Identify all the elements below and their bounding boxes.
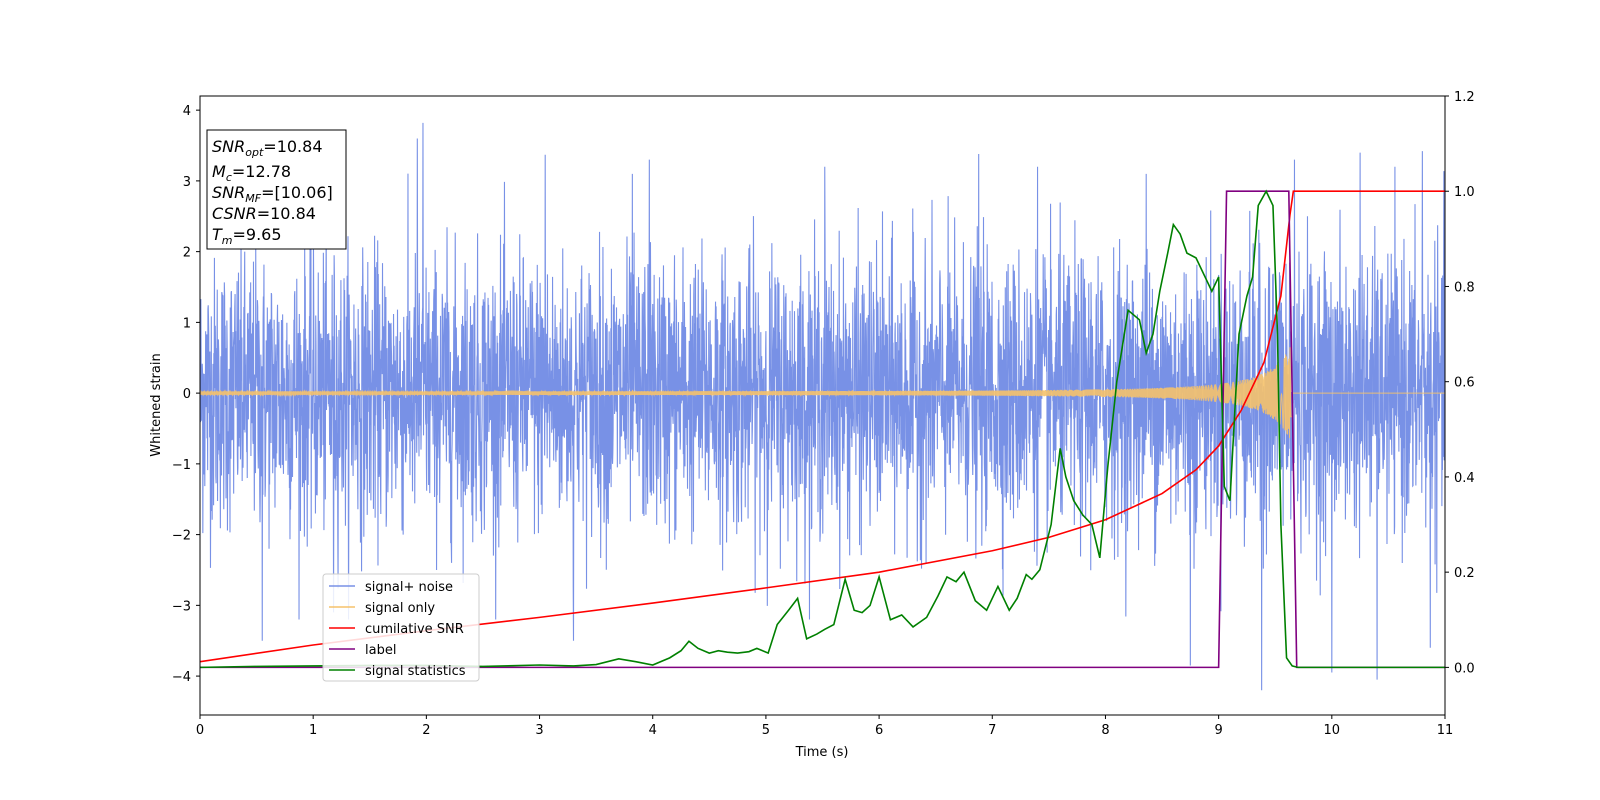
stats-line: Mc=12.78 [212, 162, 291, 184]
stats-line: SNRopt=10.84 [212, 137, 323, 159]
x-tick-label: 8 [1101, 723, 1109, 738]
x-axis-title: Time (s) [795, 745, 849, 760]
y-axis-title: Whitened strain [149, 353, 164, 456]
y2-tick-label: 0.0 [1454, 661, 1475, 676]
y-tick-label: 0 [183, 387, 191, 402]
y-tick-label: 2 [183, 246, 191, 261]
y-tick-label: −3 [172, 599, 191, 614]
y-tick-label: 3 [183, 175, 191, 190]
legend-label: cumilative SNR [365, 622, 464, 637]
legend-frame [322, 573, 480, 682]
x-tick-label: 3 [535, 723, 543, 738]
legend: signal+ noise signal only cumilative SNR la… [322, 573, 480, 682]
legend-label: signal+ noise [365, 580, 453, 595]
legend-label: label [365, 643, 396, 658]
stats-line: SNRMF=[10.06] [212, 183, 333, 205]
y-axis-right: 1.2 1.0 0.8 0.6 0.4 0.2 0.0 [1445, 90, 1475, 676]
x-tick-label: 4 [649, 723, 657, 738]
stats-line: CSNR=10.84 [212, 204, 316, 223]
stats-box-frame [206, 129, 347, 250]
x-tick-label: 5 [762, 723, 770, 738]
y2-tick-label: 0.6 [1454, 376, 1475, 391]
y-axis-left: 4 3 2 1 0 −1 −2 −3 −4 [172, 104, 200, 685]
x-tick-label: 0 [196, 723, 204, 738]
y-tick-label: 4 [183, 104, 191, 119]
y-tick-label: −4 [172, 670, 191, 685]
x-tick-label: 6 [875, 723, 883, 738]
x-tick-label: 2 [422, 723, 430, 738]
series-cumulative-snr-line [200, 190, 1445, 663]
x-tick-label: 1 [309, 723, 317, 738]
x-tick-label: 9 [1214, 723, 1222, 738]
stats-box: SNRopt=10.84 Mc=12.78SNRMF=[10.06]CSNR=10… [206, 129, 347, 250]
series-signal-statistics-line [200, 189, 1445, 669]
x-axis: 0 1 2 3 4 5 6 7 8 9 10 11 [196, 715, 1453, 738]
series-signal-only-line [200, 347, 1445, 438]
y2-tick-label: 0.8 [1454, 280, 1475, 295]
y-tick-label: −2 [172, 529, 191, 544]
y2-tick-label: 1.2 [1454, 90, 1475, 105]
plot-area [200, 122, 1445, 691]
legend-label: signal only [365, 601, 435, 616]
y2-tick-label: 1.0 [1454, 185, 1475, 200]
y-tick-label: 1 [183, 316, 191, 331]
x-tick-label: 11 [1437, 723, 1454, 738]
x-tick-label: 10 [1324, 723, 1341, 738]
x-tick-label: 7 [988, 723, 996, 738]
y2-tick-label: 0.4 [1454, 471, 1475, 486]
legend-label: signal statistics [365, 664, 466, 679]
y-tick-label: −1 [172, 458, 191, 473]
plot-frame [199, 95, 1446, 716]
stats-line: Tm=9.65 [212, 225, 282, 247]
y2-tick-label: 0.2 [1454, 566, 1475, 581]
